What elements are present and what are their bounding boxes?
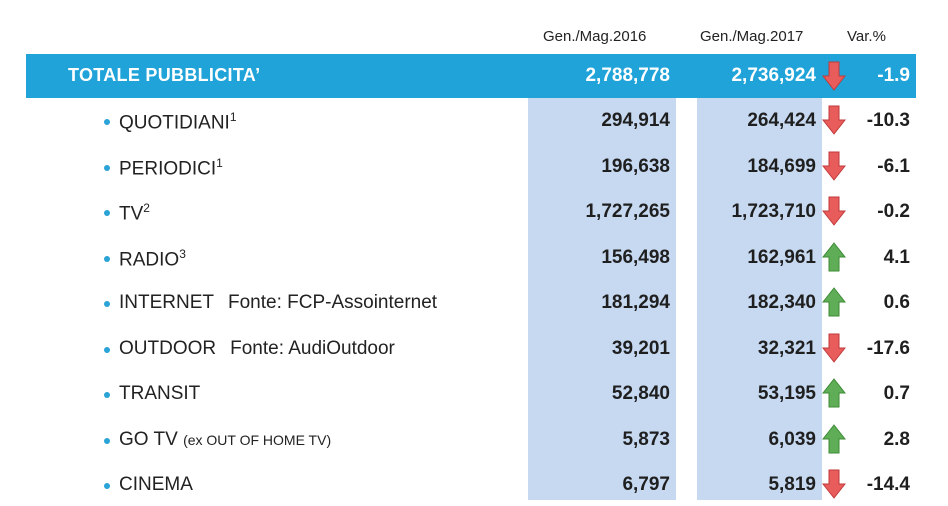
- value-2016: 1,727,265: [585, 201, 670, 222]
- total-label: TOTALE PUBBLICITA’: [68, 65, 261, 85]
- header-col-2016: Gen./Mag.2016: [543, 28, 647, 45]
- bullet-icon: [104, 210, 110, 216]
- table-row: TV2 1,727,265 1,723,710 -0.2: [0, 193, 948, 233]
- row-label: QUOTIDIANI1: [119, 110, 237, 134]
- variation-value: 0.6: [883, 292, 910, 313]
- table-row: GO TV (ex OUT OF HOME TV) 5,873 6,039 2.8: [0, 421, 948, 461]
- value-2017: 184,699: [747, 155, 816, 177]
- variation-value: -6.1: [877, 155, 910, 177]
- bullet-icon: [104, 119, 110, 125]
- row-label: GO TV (ex OUT OF HOME TV): [119, 429, 331, 451]
- arrow-down-icon: [821, 196, 847, 231]
- table-row: QUOTIDIANI1 294,914 264,424 -10.3: [0, 102, 948, 142]
- value-2017: 182,340: [747, 292, 816, 313]
- value-2017: 53,195: [757, 383, 816, 404]
- footnote-ref: 1: [216, 155, 223, 170]
- value-2016: 196,638: [601, 155, 670, 177]
- variation-value: -17.6: [866, 337, 910, 359]
- table-row: OUTDOOR Fonte: AudiOutdoor 39,201 32,321 -17…: [0, 330, 948, 370]
- footnote-ref: 1: [229, 110, 237, 124]
- row-name: TRANSIT: [119, 383, 201, 404]
- row-name: CINEMA: [119, 474, 193, 495]
- arrow-up-icon: [821, 287, 847, 322]
- footnote-ref: 2: [143, 201, 150, 215]
- total-value-2017: 2,736,924: [731, 65, 816, 86]
- total-row: TOTALE PUBBLICITA’ 2,788,778 2,736,924 -…: [26, 54, 916, 98]
- row-name: OUTDOOR: [119, 337, 217, 359]
- row-name: PERIODICI: [119, 157, 217, 179]
- arrow-down-icon: [821, 151, 847, 186]
- bullet-icon: [104, 483, 110, 489]
- variation-value: -10.3: [866, 110, 910, 131]
- bullet-icon: [104, 437, 110, 444]
- row-label: CINEMA: [119, 474, 193, 496]
- row-name: RADIO: [119, 248, 180, 270]
- value-2017: 162,961: [747, 246, 816, 268]
- table-row: RADIO3 156,498 162,961 4.1: [0, 239, 948, 279]
- row-name: GO TV: [119, 428, 178, 450]
- column-shade-2016: [528, 98, 676, 500]
- variation-value: 2.8: [883, 428, 910, 450]
- bullet-icon: [104, 164, 110, 171]
- total-variation: -1.9: [877, 65, 910, 86]
- table-row: CINEMA 6,797 5,819 -14.4: [0, 466, 948, 506]
- value-2016: 294,914: [601, 110, 670, 131]
- value-2016: 156,498: [601, 246, 670, 268]
- table-row: TRANSIT 52,840 53,195 0.7: [0, 375, 948, 415]
- row-label: INTERNET Fonte: FCP-Assointernet: [119, 292, 437, 314]
- column-shade-2017: [697, 98, 822, 500]
- variation-value: 0.7: [883, 383, 910, 404]
- arrow-down-icon: [821, 105, 847, 140]
- bullet-icon: [104, 255, 110, 262]
- value-2017: 32,321: [757, 337, 816, 359]
- row-source: Fonte: FCP-Assointernet: [228, 292, 438, 313]
- value-2016: 6,797: [622, 474, 670, 495]
- value-2017: 5,819: [768, 474, 816, 495]
- bullet-icon: [104, 346, 110, 353]
- value-2016: 5,873: [622, 428, 670, 450]
- row-name: TV: [119, 203, 144, 225]
- arrow-up-icon: [821, 241, 847, 277]
- arrow-up-icon: [821, 378, 847, 413]
- arrow-down-icon: [821, 61, 847, 96]
- variation-value: 4.1: [883, 246, 910, 268]
- value-2016: 52,840: [611, 383, 670, 404]
- bullet-icon: [104, 301, 110, 307]
- row-name: QUOTIDIANI: [119, 112, 230, 134]
- value-2016: 181,294: [601, 292, 670, 313]
- arrow-down-icon: [821, 333, 847, 368]
- variation-value: -14.4: [866, 474, 910, 495]
- value-2016: 39,201: [611, 337, 670, 359]
- row-label: OUTDOOR Fonte: AudiOutdoor: [119, 338, 395, 360]
- table-row: PERIODICI1 196,638 184,699 -6.1: [0, 148, 948, 188]
- header-col-var: Var.%: [847, 28, 886, 45]
- row-note: (ex OUT OF HOME TV): [183, 431, 332, 448]
- arrow-up-icon: [821, 423, 847, 459]
- row-name: INTERNET: [119, 292, 214, 313]
- value-2017: 6,039: [768, 428, 816, 450]
- arrow-down-icon: [821, 469, 847, 504]
- value-2017: 1,723,710: [731, 201, 816, 222]
- table-row: INTERNET Fonte: FCP-Assointernet 181,294 18…: [0, 284, 948, 324]
- variation-value: -0.2: [877, 201, 910, 222]
- total-value-2016: 2,788,778: [585, 65, 670, 86]
- row-source: Fonte: AudiOutdoor: [230, 337, 395, 359]
- header-col-2017: Gen./Mag.2017: [700, 28, 804, 45]
- row-label: TRANSIT: [119, 383, 200, 405]
- bullet-icon: [104, 392, 110, 398]
- footnote-ref: 3: [179, 246, 186, 261]
- value-2017: 264,424: [747, 110, 816, 131]
- row-label: RADIO3: [119, 247, 186, 271]
- row-label: PERIODICI1: [119, 156, 223, 180]
- row-label: TV2: [119, 201, 150, 225]
